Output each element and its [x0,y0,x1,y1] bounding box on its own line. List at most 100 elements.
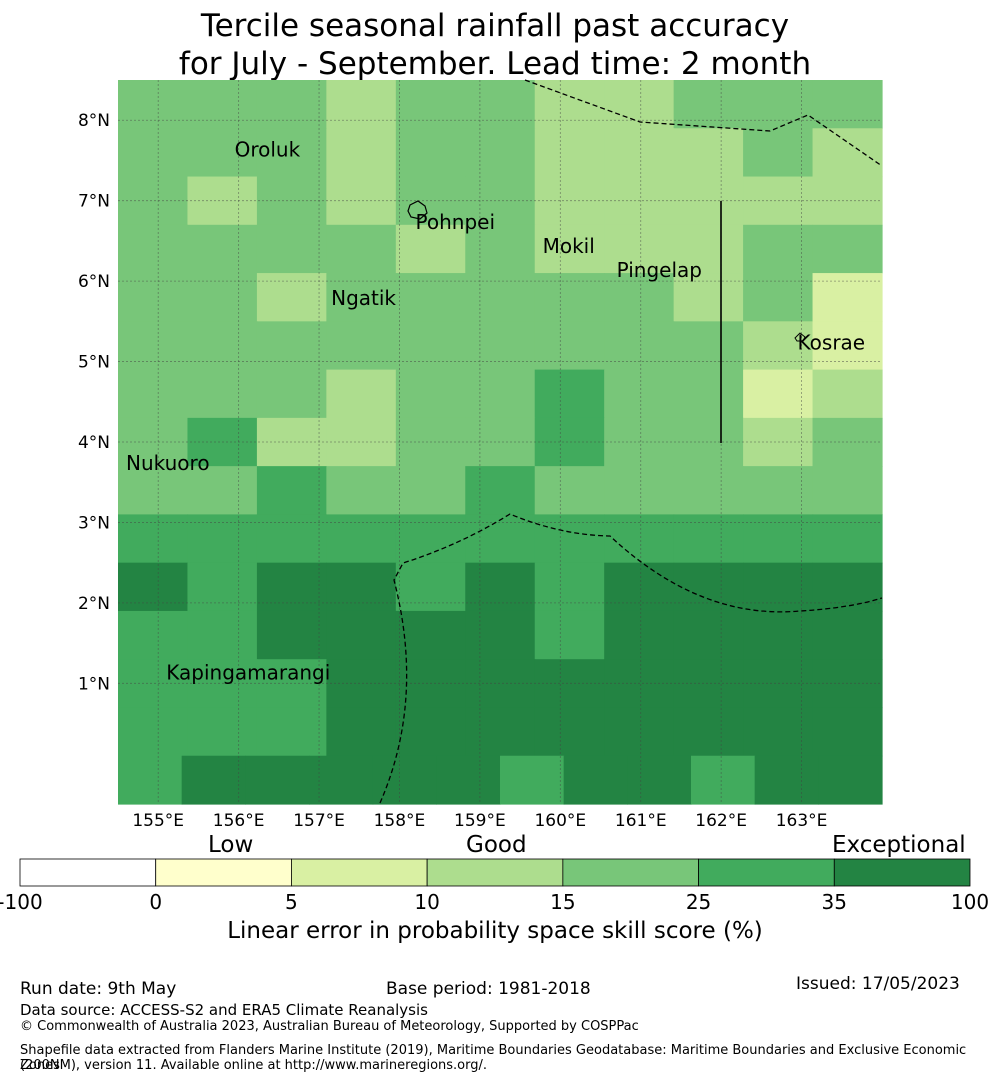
skill-cell [743,224,814,274]
skill-cell [754,755,819,805]
skill-cell [256,321,327,371]
skill-cell [534,610,605,660]
longitude-tick-label: 161°E [615,811,667,831]
skill-cell [534,80,605,129]
skill-cell [187,369,258,419]
latitude-tick-label: 2°N [78,594,110,614]
latitude-tick-label: 4°N [78,433,110,453]
skill-cell [465,273,536,322]
skill-cell [534,707,605,757]
island-outlines [407,200,806,342]
skill-cell [326,562,397,612]
colorbar-swatch [698,858,835,887]
shapefile-credit-line2: (200NM), version 11. Available online at… [20,1058,488,1073]
skill-cell [812,369,883,419]
skill-cell [673,128,744,178]
colorbar-tick-label: 15 [550,890,576,914]
skill-cell [187,224,258,274]
skill-cell [743,273,814,322]
colorbar-tick-label: 25 [685,890,712,914]
skill-cell [812,273,883,322]
map-plot: Oroluk Pohnpei Mokil Pingelap Ngatik Kosrae Nu… [78,79,883,831]
skill-cell [326,707,397,757]
skill-cell [118,80,189,129]
skill-cell [534,128,605,178]
axis-tick-labels: 155°E 156°E 157°E 158°E 159°E 160°E 161°E 162°E… [78,111,827,831]
place-label: Ngatik [331,286,396,310]
skill-cell [256,128,327,178]
skill-cell [673,80,744,129]
longitude-tick-label: 160°E [534,811,586,831]
skill-cell [604,369,675,419]
skill-cell [465,321,536,371]
skill-cell [812,707,883,757]
skill-cell [534,466,605,515]
skill-cell [326,514,397,564]
place-label: Oroluk [235,137,301,161]
skill-cell [372,755,437,805]
latitude-tick-label: 5°N [78,353,110,373]
skill-cell [256,610,327,660]
skill-cell [604,466,675,515]
skill-cell [181,755,246,805]
kosrae-island-outline [794,332,806,342]
skill-cell [187,128,258,178]
eez-boundary-north [524,79,883,167]
skill-cell [534,369,605,419]
colorbar-label-exceptional: Exceptional [832,832,966,858]
skill-cell [118,369,189,419]
eez-boundaries [379,79,883,804]
skill-cell [691,755,756,805]
skill-cell [812,466,883,515]
issued-date: Issued: 17/05/2023 [796,974,960,994]
skill-cell [673,466,744,515]
data-source: Data source: ACCESS-S2 and ERA5 Climate … [20,1001,428,1019]
place-label: Nukuoro [126,451,210,475]
skill-cell [812,562,883,612]
skill-cell [187,466,258,515]
place-label: Pohnpei [416,210,496,234]
skill-cell [604,707,675,757]
skill-cell [673,610,744,660]
skill-cell [436,755,501,805]
colorbar-swatch [19,858,157,887]
skill-cell [743,562,814,612]
skill-cell [118,707,189,757]
skill-cell [326,321,397,371]
colorbar-label-good: Good [466,832,527,858]
skill-cell [812,224,883,274]
skill-cell [256,369,327,419]
eez-boundary-south [379,513,883,804]
skill-cell [118,273,189,322]
skill-cell [604,610,675,660]
map-title-line2: for July - September. Lead time: 2 month [178,46,812,82]
longitude-tick-label: 162°E [695,811,747,831]
skill-cell [465,128,536,178]
skill-cell [604,128,675,178]
longitude-tick-label: 156°E [213,811,265,831]
skill-cell [627,755,692,805]
shapefile-credit-line1: Shapefile data extracted from Flanders M… [20,1043,967,1073]
colorbar-swatch [426,858,564,887]
colorbar-swatch [562,858,699,887]
skill-cell [465,466,536,515]
skill-cell [326,80,397,129]
skill-cell [743,80,814,129]
run-date: Run date: 9th May [20,979,177,999]
skill-cell [812,514,883,564]
colorbar-tick-label: 10 [414,890,440,914]
skill-cell [395,369,466,419]
skill-cell [818,755,883,805]
skill-cell [256,514,327,564]
skill-cell [673,659,744,709]
skill-cell [812,80,883,129]
colorbar-swatch [833,858,971,887]
skill-cell [187,610,258,660]
skill-cell [563,755,628,805]
skill-cell [465,514,536,564]
skill-cell [673,369,744,419]
base-period: Base period: 1981-2018 [386,979,591,999]
skill-cell [673,224,744,274]
skill-cell [395,321,466,371]
skill-cell [118,659,189,709]
